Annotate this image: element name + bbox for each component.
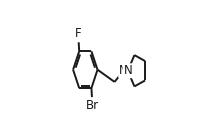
Text: N: N — [119, 64, 128, 77]
Text: N: N — [123, 64, 132, 77]
Text: F: F — [75, 27, 82, 40]
Text: Br: Br — [86, 99, 99, 112]
